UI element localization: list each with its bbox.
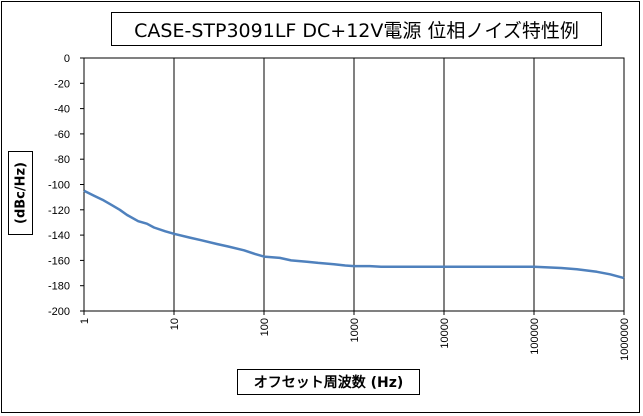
- y-tick-label: -160: [48, 255, 70, 267]
- x-tick-label: 1000000: [619, 318, 631, 361]
- y-tick-label: -120: [48, 205, 70, 217]
- x-axis-label: オフセット周波数 (Hz): [237, 369, 420, 395]
- x-tick-label: 10: [169, 318, 181, 330]
- y-axis-label-text: (dBc/Hz): [13, 162, 28, 224]
- x-tick-label: 100000: [529, 318, 541, 355]
- series-line: [83, 189, 625, 280]
- x-tick-label: 1: [79, 318, 91, 324]
- y-tick-label: -60: [54, 129, 70, 141]
- chart-title-text: CASE-STP3091LF DC+12V電源 位相ノイズ特性例: [134, 19, 579, 42]
- y-tick-label: -140: [48, 230, 70, 242]
- y-tick-label: -200: [48, 306, 70, 318]
- y-tick-label: -80: [54, 154, 70, 166]
- y-tick-label: -180: [48, 281, 70, 293]
- y-axis-label: (dBc/Hz): [8, 151, 33, 235]
- y-tick-label: -100: [48, 180, 70, 192]
- y-tick-label: -40: [54, 104, 70, 116]
- x-tick-label: 10000: [439, 318, 451, 349]
- y-tick-label: 0: [64, 53, 70, 65]
- chart-title: CASE-STP3091LF DC+12V電源 位相ノイズ特性例: [111, 12, 602, 46]
- x-tick-label: 1000: [349, 318, 361, 342]
- y-tick-label: -20: [54, 78, 70, 90]
- x-axis-label-text: オフセット周波数 (Hz): [253, 375, 404, 391]
- x-tick-label: 100: [259, 318, 271, 336]
